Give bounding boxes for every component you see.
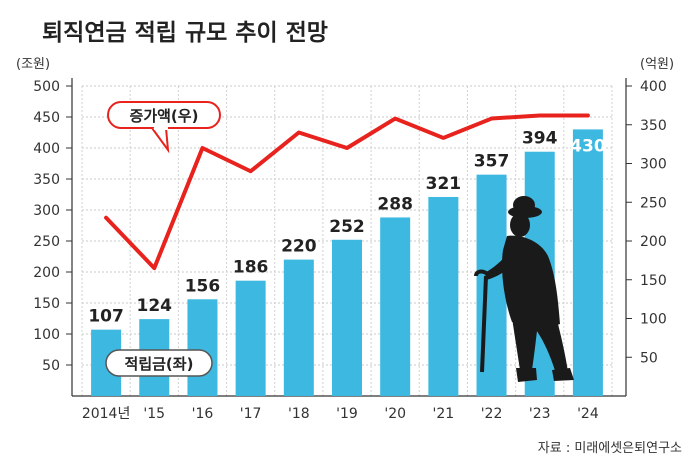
bar-data-label: 321 [426,174,462,194]
line-legend-pointer [152,128,168,150]
right-tick-label: 250 [640,195,667,211]
bar [428,197,458,396]
bar [573,129,603,396]
bar-legend-label: 적립금(좌) [125,355,194,373]
x-tick-label: '15 [143,406,165,422]
right-tick-label: 50 [640,350,658,366]
bar-data-label: 186 [233,258,269,278]
left-tick-label: 500 [33,79,60,95]
left-tick-label: 100 [33,327,60,343]
x-tick-label: '24 [577,406,599,422]
bar-data-label: 430 [570,136,606,156]
left-tick-label: 400 [33,141,60,157]
x-tick-label: '23 [529,406,551,422]
left-tick-label: 450 [33,110,60,126]
bar-data-label: 220 [281,237,317,257]
bar-data-label: 357 [474,152,510,172]
bar [284,260,314,396]
bar-data-label: 288 [377,194,413,214]
bar [187,299,217,396]
bar-data-label: 156 [185,276,221,296]
left-tick-label: 50 [42,358,60,374]
bar [332,240,362,396]
left-tick-label: 300 [33,203,60,219]
right-tick-label: 300 [640,157,667,173]
chart-title: 퇴직연금 적립 규모 추이 전망 [42,20,328,46]
x-tick-label: '16 [192,406,214,422]
x-tick-label: 2014년 [82,406,131,422]
left-tick-label: 250 [33,234,60,250]
left-tick-label: 150 [33,296,60,312]
right-tick-label: 350 [640,118,667,134]
x-tick-label: '21 [433,406,455,422]
bar-data-label: 252 [329,217,365,237]
x-tick-label: '18 [288,406,310,422]
right-tick-label: 400 [640,79,667,95]
bar-data-label: 124 [137,296,173,316]
bar [380,217,410,396]
right-tick-label: 150 [640,273,667,289]
bar-data-label: 394 [522,129,558,149]
left-tick-label: 200 [33,265,60,281]
left-tick-label: 350 [33,172,60,188]
left-unit-label: (조원) [16,57,50,72]
x-tick-label: '22 [481,406,503,422]
right-tick-label: 200 [640,234,667,250]
line-legend-label: 증가액(우) [130,107,199,125]
right-tick-label: 100 [640,312,667,328]
bar-data-label: 107 [88,307,124,327]
source-note: 자료 : 미래에셋은퇴연구소 [538,441,682,456]
right-unit-label: (억원) [640,57,674,72]
bar [236,281,266,396]
x-tick-label: '19 [336,406,358,422]
x-tick-label: '17 [240,406,262,422]
x-tick-label: '20 [384,406,406,422]
